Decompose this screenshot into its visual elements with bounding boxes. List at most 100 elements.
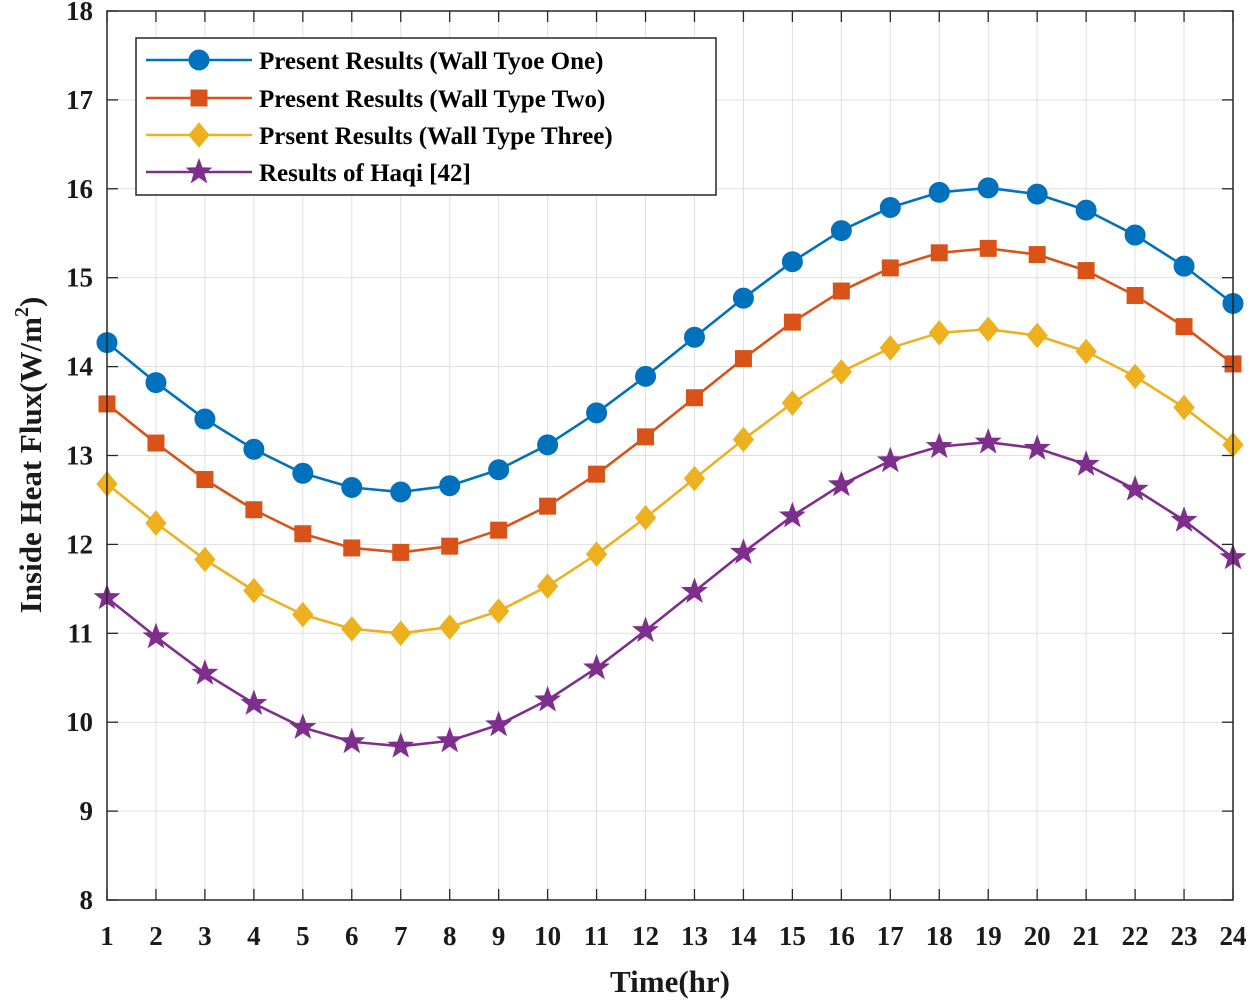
y-tick-label-12: 12 bbox=[66, 529, 93, 559]
series-1-point-17 bbox=[879, 196, 901, 218]
legend: Present Results (Wall Tyoe One) Present R… bbox=[135, 37, 717, 196]
series-3-point-5 bbox=[292, 601, 314, 628]
y-axis-title-superscript: 2 bbox=[11, 307, 33, 317]
x-tick-label-9: 9 bbox=[492, 921, 506, 951]
series-3-point-15 bbox=[781, 390, 804, 416]
y-tick-label-10: 10 bbox=[66, 707, 93, 737]
legend-item-3: Prsent Results (Wall Type Three) bbox=[146, 122, 613, 150]
series-3-point-9 bbox=[488, 598, 510, 624]
x-tick-label-3: 3 bbox=[198, 921, 212, 951]
series-1-point-13 bbox=[683, 326, 705, 348]
legend-label-3: Prsent Results (Wall Type Three) bbox=[259, 123, 613, 150]
series-1-point-6 bbox=[341, 477, 363, 499]
x-tick-label-20: 20 bbox=[1024, 921, 1051, 951]
legend-item-1: Present Results (Wall Tyoe One) bbox=[146, 48, 603, 75]
series-1-point-3 bbox=[194, 408, 216, 430]
series-2-point-11 bbox=[588, 465, 606, 483]
series-2-point-6 bbox=[343, 539, 361, 557]
series-4-point-6 bbox=[338, 727, 366, 754]
series-3-point-21 bbox=[1075, 338, 1097, 365]
series-2-point-13 bbox=[685, 389, 703, 407]
series-2-point-17 bbox=[881, 259, 899, 277]
x-tick-label-10: 10 bbox=[534, 921, 561, 951]
legend-item-2: Present Results (Wall Type Two) bbox=[146, 86, 605, 113]
series-1-point-22 bbox=[1124, 224, 1146, 246]
series-4-point-7 bbox=[387, 732, 415, 758]
series-2-point-8 bbox=[441, 537, 459, 555]
x-tick-label-4: 4 bbox=[247, 921, 261, 951]
legend-marker-3 bbox=[188, 122, 210, 148]
x-tick-label-23: 23 bbox=[1171, 921, 1198, 951]
series-2-point-16 bbox=[832, 282, 850, 300]
series-3-point-4 bbox=[243, 577, 265, 604]
series-4-point-12 bbox=[632, 616, 660, 643]
x-tick-label-24: 24 bbox=[1220, 921, 1247, 951]
series-1-point-20 bbox=[1026, 183, 1048, 205]
x-tick-label-18: 18 bbox=[926, 921, 953, 951]
y-tick-label-8: 8 bbox=[80, 885, 94, 915]
x-tick-label-14: 14 bbox=[730, 921, 757, 951]
x-tick-label-7: 7 bbox=[394, 921, 408, 951]
y-tick-label-14: 14 bbox=[66, 352, 93, 382]
y-tick-label-13: 13 bbox=[66, 441, 93, 471]
x-tick-label-22: 22 bbox=[1122, 921, 1149, 951]
x-tick-label-13: 13 bbox=[681, 921, 708, 951]
legend-label-4: Results of Haqi [42] bbox=[259, 160, 471, 187]
series-1-point-2 bbox=[145, 372, 167, 394]
series-4-point-9 bbox=[485, 710, 513, 737]
x-tick-label-15: 15 bbox=[779, 921, 806, 951]
series-1-point-16 bbox=[830, 220, 852, 242]
legend-marker-2 bbox=[190, 89, 208, 107]
x-tick-label-11: 11 bbox=[584, 921, 610, 951]
x-tick-labels: 1 2 3 4 5 6 7 8 9 10 11 12 13 14 15 16 17 18 19 20 21 22 23 24 bbox=[100, 921, 1246, 951]
series-4-point-22 bbox=[1121, 475, 1149, 501]
series-4-point-21 bbox=[1072, 450, 1100, 476]
series-3-point-16 bbox=[830, 359, 852, 385]
series-3-point-3 bbox=[194, 546, 216, 573]
x-tick-label-2: 2 bbox=[149, 921, 163, 951]
x-tick-label-21: 21 bbox=[1073, 921, 1100, 951]
x-tick-label-19: 19 bbox=[975, 921, 1002, 951]
series-3-point-12 bbox=[634, 504, 657, 531]
series-3-point-8 bbox=[439, 614, 461, 640]
series-4-point-4 bbox=[240, 689, 268, 716]
y-tick-labels: 8 9 10 11 12 13 14 15 16 17 18 bbox=[66, 0, 93, 915]
series-2-point-10 bbox=[539, 497, 557, 515]
y-tick-label-16: 16 bbox=[66, 174, 93, 204]
series-4-point-15 bbox=[778, 501, 806, 528]
series-4-point-17 bbox=[876, 446, 904, 473]
series-4-point-10 bbox=[534, 685, 562, 712]
series-1-point-21 bbox=[1075, 199, 1097, 221]
legend-label-2: Present Results (Wall Type Two) bbox=[259, 86, 605, 113]
series-2-point-21 bbox=[1077, 262, 1095, 280]
series-3-point-2 bbox=[145, 510, 167, 536]
x-tick-label-12: 12 bbox=[632, 921, 659, 951]
series-1-point-11 bbox=[586, 402, 608, 424]
y-tick-label-18: 18 bbox=[66, 0, 93, 26]
series-2-point-9 bbox=[490, 521, 508, 539]
x-tick-label-5: 5 bbox=[296, 921, 310, 951]
series-2-point-3 bbox=[196, 471, 214, 489]
y-axis-title-main: Inside Heat Flux(W/m bbox=[13, 317, 48, 613]
series-3-point-20 bbox=[1026, 322, 1048, 349]
legend-marker-1 bbox=[188, 49, 210, 71]
series-1-point-14 bbox=[732, 287, 754, 309]
series-3-point-10 bbox=[536, 573, 559, 599]
x-tick-label-1: 1 bbox=[100, 921, 114, 951]
y-tick-label-11: 11 bbox=[67, 618, 93, 648]
series-3-point-23 bbox=[1173, 394, 1195, 421]
y-axis-title: Inside Heat Flux(W/m2) bbox=[11, 297, 48, 614]
x-tick-label-16: 16 bbox=[828, 921, 855, 951]
series-4-point-18 bbox=[925, 432, 953, 459]
x-tick-label-8: 8 bbox=[443, 921, 457, 951]
y-tick-label-9: 9 bbox=[80, 796, 94, 826]
series-3-point-22 bbox=[1124, 363, 1146, 390]
y-tick-label-17: 17 bbox=[66, 85, 93, 115]
series-4-point-11 bbox=[583, 653, 611, 680]
series-3-point-11 bbox=[585, 541, 608, 567]
series-2-point-7 bbox=[392, 543, 410, 561]
series-2-point-23 bbox=[1175, 318, 1193, 336]
series-2-point-12 bbox=[637, 428, 655, 446]
legend-marker-4 bbox=[185, 157, 213, 184]
series-1 bbox=[96, 177, 1244, 503]
